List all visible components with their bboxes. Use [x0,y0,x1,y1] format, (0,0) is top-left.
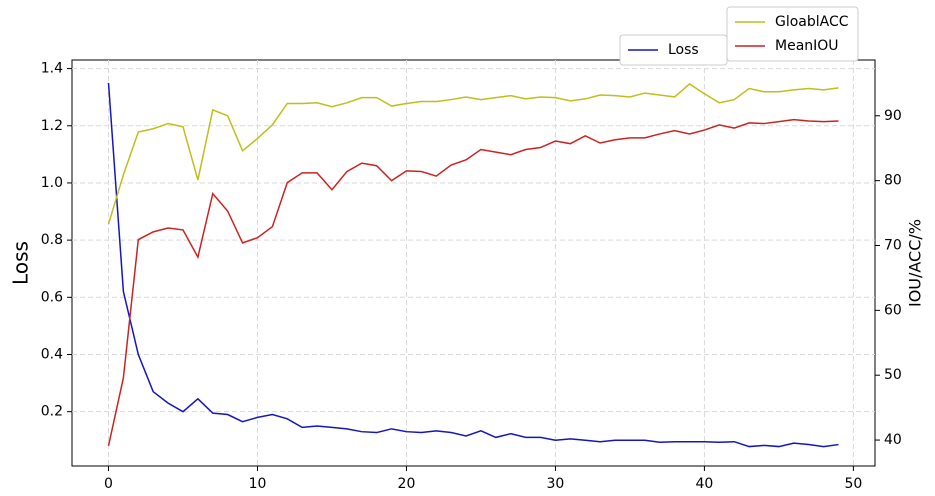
y-tick-label: 0.4 [41,346,63,362]
y-axis-label: Loss [9,241,33,285]
x-tick-label: 0 [104,476,113,492]
x-tick-label: 50 [844,476,862,492]
y-tick-label: 0.6 [41,289,63,305]
data-line [107,82,839,448]
y2-tick-label: 80 [884,173,902,189]
x-tick-label: 10 [249,476,267,492]
legend-label: Loss [668,42,699,58]
y2-tick-label: 90 [884,108,902,124]
y2-tick-label: 50 [884,367,902,383]
y-tick-label: 1.2 [41,118,63,134]
legend-label: GloablACC [775,14,849,30]
legend-label: MeanIOU [775,38,839,54]
y-tick-label: 0.8 [41,232,63,248]
y-tick-label: 0.2 [41,404,63,420]
x-tick-label: 40 [696,476,714,492]
data-line [107,118,839,447]
y2-tick-label: 40 [884,432,902,448]
y2-tick-label: 70 [884,237,902,253]
x-tick-label: 20 [398,476,416,492]
y-tick-label: 1.0 [41,175,63,191]
y2-axis-label: IOU/ACC/% [906,219,925,307]
data-line [107,83,839,225]
y-tick-label: 1.4 [41,61,63,77]
x-tick-label: 30 [547,476,565,492]
legend-box [726,6,859,62]
y2-tick-label: 60 [884,302,902,318]
plot-frame [71,59,876,467]
